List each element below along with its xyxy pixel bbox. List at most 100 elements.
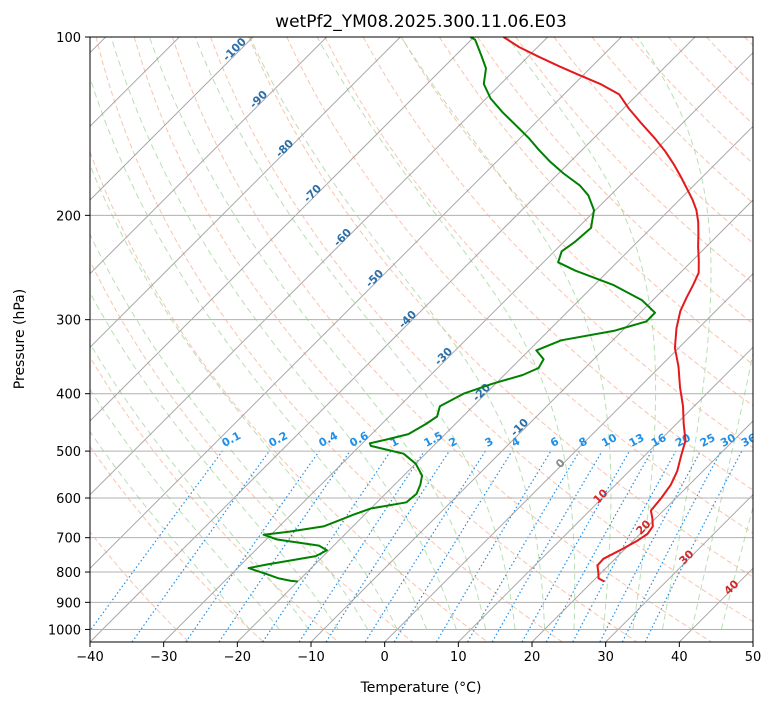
mixing-ratio-line — [521, 450, 631, 642]
dry-adiabat — [210, 37, 753, 623]
mixing-ratio-line — [325, 450, 450, 642]
isotherm-label: -80 — [273, 137, 296, 160]
moist-adiabat — [90, 388, 280, 630]
mixing-ratio-label: 3 — [483, 435, 496, 450]
mixing-ratio-line — [572, 450, 677, 642]
profile-series — [247, 37, 700, 583]
mixing-ratio-label: 1.5 — [422, 429, 445, 450]
y-tick-label: 400 — [56, 388, 81, 403]
y-axis: 100 200 300 400 500 600 700 800 900 1000 — [48, 31, 90, 638]
dry-adiabat — [553, 37, 753, 244]
moist-adiabat — [90, 163, 398, 630]
dry-adiabat — [286, 37, 753, 534]
dry-adiabat — [438, 37, 753, 366]
x-tick-label: 0 — [381, 650, 389, 665]
chart-title: wetPf2_YM08.2025.300.11.06.E03 — [275, 12, 567, 32]
mixing-ratio-line — [644, 450, 743, 642]
isotherm-label: -70 — [301, 182, 324, 205]
mixing-ratio-label: 10 — [599, 431, 619, 450]
dry-adiabat — [515, 37, 753, 284]
isotherm — [384, 272, 753, 642]
x-tick-label: 10 — [450, 650, 467, 665]
dry-adiabat-label: 30 — [677, 547, 697, 567]
dry-adiabat — [133, 37, 638, 642]
x-tick-label: −40 — [76, 650, 103, 665]
mixing-ratio-line — [90, 450, 223, 632]
x-axis-label: Temperature (°C) — [360, 680, 482, 696]
mixing-ratio-line — [545, 450, 653, 642]
moist-adiabat — [90, 76, 428, 630]
grid-lines — [90, 37, 753, 642]
moist-adiabat — [720, 505, 753, 630]
isotherm — [531, 420, 753, 642]
dry-adiabat — [90, 150, 488, 642]
mixing-ratio-line — [621, 450, 722, 642]
isotherm — [90, 37, 622, 570]
x-tick-label: 30 — [597, 650, 614, 665]
dry-adiabat — [744, 37, 753, 47]
y-tick-label: 200 — [56, 209, 81, 224]
dry-adiabat — [90, 259, 414, 642]
isotherm — [457, 346, 753, 642]
y-tick-label: 300 — [56, 314, 81, 329]
mixing-ratio-line — [435, 450, 552, 642]
isotherm-label: -10 — [508, 416, 531, 439]
isotherm-label: -40 — [396, 308, 419, 331]
isotherm-label: -60 — [331, 226, 354, 249]
isotherm — [90, 37, 549, 496]
dry-adiabat — [477, 37, 753, 325]
x-tick-label: −30 — [150, 650, 177, 665]
dewpoint-profile-line — [247, 37, 656, 583]
y-tick-label: 800 — [56, 566, 81, 581]
isotherm — [90, 37, 254, 201]
moist-adiabat — [316, 37, 576, 630]
y-tick-label: 100 — [56, 31, 81, 46]
dry-adiabat — [248, 37, 753, 578]
moist-adiabat — [90, 342, 310, 630]
mixing-ratio-line — [262, 450, 392, 642]
isotherm-label: -90 — [247, 88, 270, 111]
moist-adiabat — [90, 291, 339, 630]
dry-adiabat — [171, 37, 712, 642]
isotherm — [90, 37, 401, 349]
moist-adiabat — [149, 37, 487, 630]
x-axis: −40 −30 −20 −10 0 10 20 30 40 50 — [76, 642, 761, 665]
isotherm — [163, 51, 753, 642]
moist-adiabat — [506, 37, 657, 630]
x-tick-label: −10 — [297, 650, 324, 665]
isotherm — [752, 641, 753, 642]
moist-adiabat — [637, 37, 712, 630]
moist-adiabat — [194, 37, 516, 630]
mixing-ratio-line — [298, 450, 425, 642]
mixing-ratio-line — [185, 450, 320, 642]
isotherm — [90, 37, 475, 422]
isotherm — [90, 37, 328, 275]
mixing-ratio-label: 20 — [673, 431, 693, 450]
isotherm — [236, 125, 753, 642]
isotherm-label: -50 — [363, 267, 386, 290]
dry-adiabat-label: 10 — [591, 486, 611, 506]
dry-adiabat — [324, 37, 753, 491]
x-tick-label: 20 — [524, 650, 541, 665]
dry-adiabat — [706, 37, 753, 86]
dry-adiabat — [90, 445, 264, 642]
mixing-ratio-line — [218, 450, 351, 642]
dry-adiabat — [90, 356, 339, 642]
x-tick-label: 40 — [671, 650, 688, 665]
dry-adiabat — [90, 531, 190, 642]
mixing-ratio-label: 25 — [698, 431, 718, 450]
mixing-ratio-label: 6 — [548, 435, 561, 450]
mixing-ratio-label: 16 — [649, 431, 669, 450]
mixing-ratio-label: 0.4 — [317, 429, 341, 450]
y-tick-label: 600 — [56, 492, 81, 507]
mixing-ratio-label: 36 — [739, 431, 759, 450]
y-axis-label: Pressure (hPa) — [12, 289, 28, 389]
moist-adiabat — [90, 430, 251, 630]
moist-adiabat — [110, 37, 457, 630]
isotherm — [605, 493, 753, 642]
isotherm — [678, 567, 753, 642]
mixing-ratio-line — [599, 450, 702, 642]
dry-adiabat — [95, 37, 563, 642]
isotherm — [90, 37, 696, 642]
mixing-ratio-line — [131, 450, 270, 642]
